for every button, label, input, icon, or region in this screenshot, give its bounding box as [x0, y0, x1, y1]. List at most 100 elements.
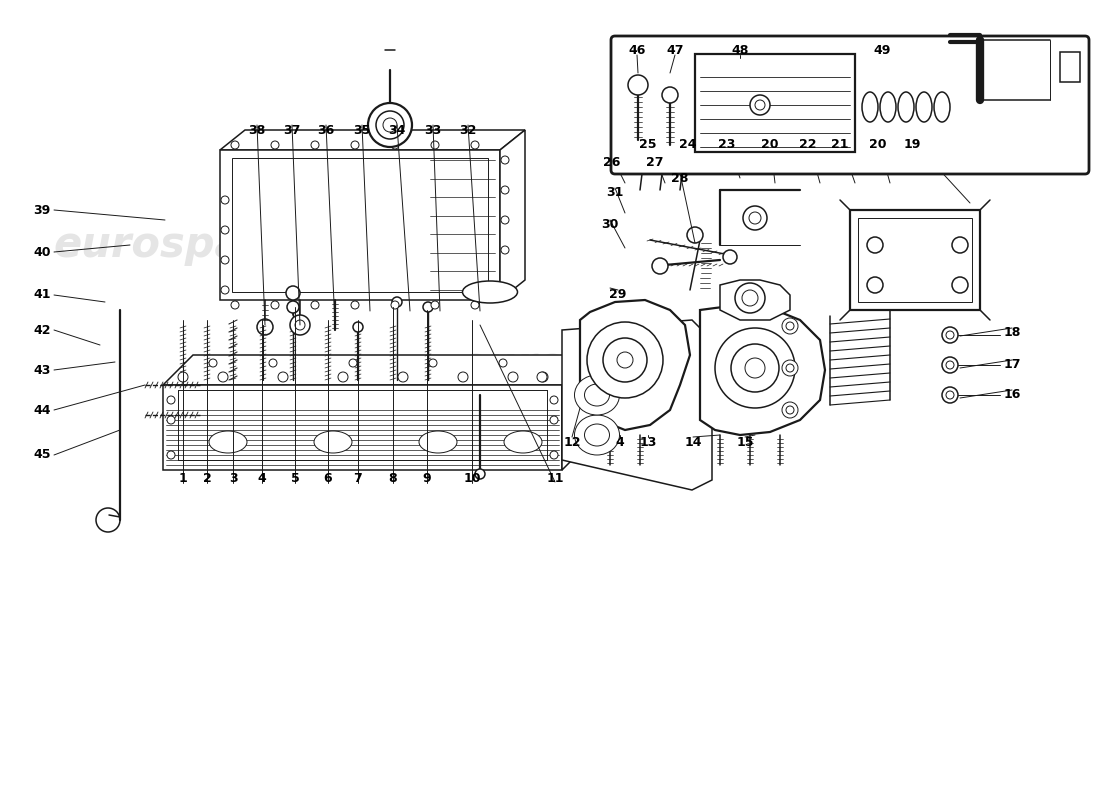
Text: 2: 2: [202, 471, 211, 485]
Circle shape: [475, 469, 485, 479]
Text: 6: 6: [323, 471, 332, 485]
Text: 28: 28: [671, 171, 689, 185]
Circle shape: [946, 391, 954, 399]
Circle shape: [786, 406, 794, 414]
Circle shape: [628, 75, 648, 95]
Circle shape: [867, 277, 883, 293]
Circle shape: [723, 250, 737, 264]
Text: 16: 16: [1003, 389, 1021, 402]
Text: 4: 4: [616, 435, 625, 449]
Text: 44: 44: [33, 403, 51, 417]
Text: 12: 12: [563, 435, 581, 449]
Ellipse shape: [916, 92, 932, 122]
Circle shape: [662, 87, 678, 103]
Circle shape: [946, 361, 954, 369]
Circle shape: [392, 297, 402, 307]
Bar: [695, 54, 855, 152]
Circle shape: [349, 359, 358, 367]
Circle shape: [732, 344, 779, 392]
Circle shape: [750, 95, 770, 115]
Circle shape: [390, 301, 399, 309]
Text: 39: 39: [33, 203, 51, 217]
Circle shape: [550, 416, 558, 424]
Text: 29: 29: [609, 289, 627, 302]
Circle shape: [351, 301, 359, 309]
Circle shape: [735, 283, 764, 313]
Circle shape: [383, 118, 397, 132]
Text: 40: 40: [33, 246, 51, 258]
Bar: [850, 210, 980, 310]
Text: 37: 37: [284, 123, 300, 137]
Text: 23: 23: [718, 138, 736, 151]
Circle shape: [311, 141, 319, 149]
Circle shape: [338, 372, 348, 382]
Circle shape: [639, 139, 651, 151]
Text: 4: 4: [257, 471, 266, 485]
Polygon shape: [700, 305, 825, 435]
Circle shape: [659, 139, 671, 151]
Text: 13: 13: [639, 435, 657, 449]
Circle shape: [867, 237, 883, 253]
Text: 36: 36: [318, 123, 334, 137]
Circle shape: [550, 396, 558, 404]
Text: 20: 20: [869, 138, 887, 151]
Text: 49: 49: [873, 43, 891, 57]
Ellipse shape: [934, 92, 950, 122]
Circle shape: [587, 322, 663, 398]
Text: eurospares: eurospares: [54, 224, 317, 266]
Polygon shape: [220, 150, 500, 300]
Circle shape: [295, 320, 305, 330]
Circle shape: [167, 451, 175, 459]
Circle shape: [679, 139, 691, 151]
Circle shape: [286, 286, 300, 300]
Circle shape: [368, 103, 412, 147]
Text: 38: 38: [249, 123, 265, 137]
Ellipse shape: [462, 281, 517, 303]
Circle shape: [946, 331, 954, 339]
Circle shape: [431, 141, 439, 149]
Ellipse shape: [419, 431, 456, 453]
Circle shape: [782, 402, 797, 418]
Text: 42: 42: [33, 323, 51, 337]
Circle shape: [218, 372, 228, 382]
Circle shape: [942, 327, 958, 343]
Text: 18: 18: [1003, 326, 1021, 339]
Circle shape: [231, 301, 239, 309]
Circle shape: [353, 322, 363, 332]
Circle shape: [221, 226, 229, 234]
Text: 43: 43: [33, 363, 51, 377]
Text: 10: 10: [463, 471, 481, 485]
Circle shape: [221, 256, 229, 264]
Circle shape: [500, 186, 509, 194]
Text: 24: 24: [680, 138, 696, 151]
Ellipse shape: [584, 424, 609, 446]
Circle shape: [290, 315, 310, 335]
Circle shape: [221, 286, 229, 294]
Bar: [858, 218, 972, 302]
Text: 5: 5: [290, 471, 299, 485]
Polygon shape: [500, 130, 525, 300]
Polygon shape: [163, 355, 592, 385]
Circle shape: [942, 357, 958, 373]
Circle shape: [688, 227, 703, 243]
Polygon shape: [220, 130, 525, 150]
Circle shape: [652, 258, 668, 274]
Text: 7: 7: [353, 471, 362, 485]
Text: 1: 1: [178, 471, 187, 485]
Polygon shape: [562, 355, 592, 470]
Text: 21: 21: [832, 138, 849, 151]
Text: 31: 31: [606, 186, 624, 199]
Circle shape: [500, 216, 509, 224]
Text: 11: 11: [547, 471, 563, 485]
Text: 32: 32: [460, 123, 476, 137]
Text: 25: 25: [639, 138, 657, 151]
Text: 48: 48: [732, 43, 749, 57]
Circle shape: [431, 301, 439, 309]
Circle shape: [538, 372, 548, 382]
Text: 14: 14: [684, 435, 702, 449]
Circle shape: [952, 237, 968, 253]
Circle shape: [376, 111, 404, 139]
Text: 9: 9: [422, 471, 431, 485]
Circle shape: [167, 396, 175, 404]
Circle shape: [458, 372, 468, 382]
